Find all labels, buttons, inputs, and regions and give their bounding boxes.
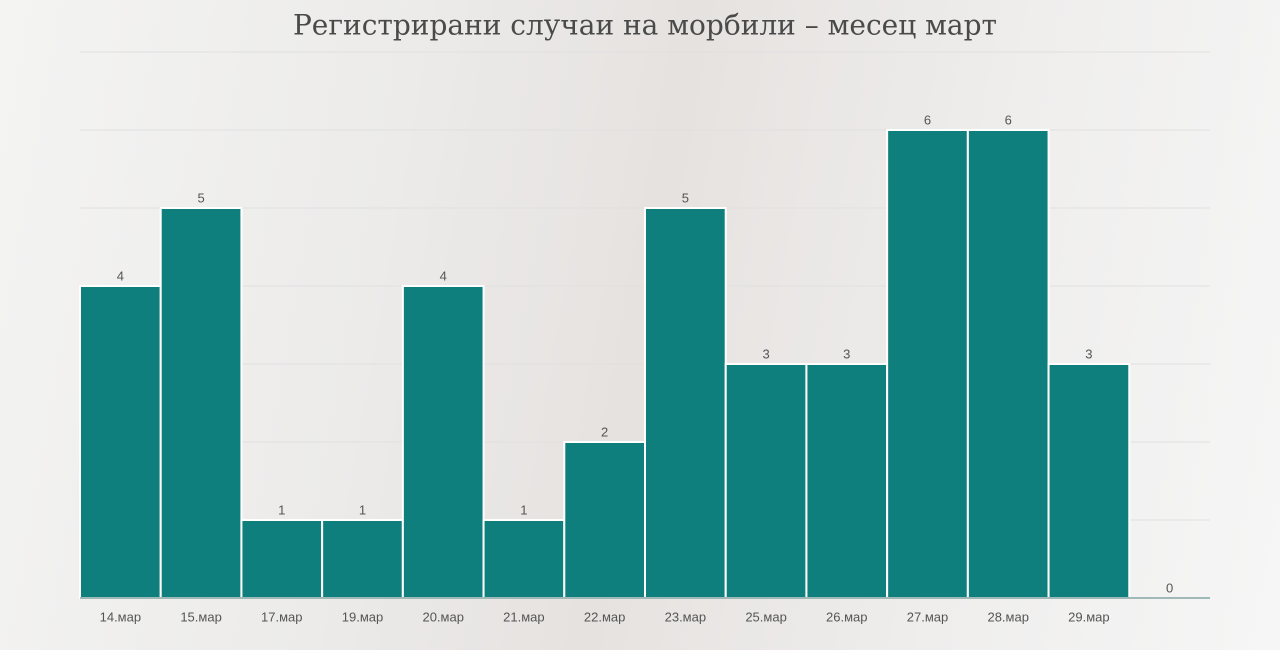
bar xyxy=(966,129,1050,599)
bar xyxy=(401,285,485,599)
x-tick-label: 23.мар xyxy=(665,609,706,624)
bar xyxy=(563,441,646,599)
data-label: 1 xyxy=(520,502,527,517)
chart-title: Регистрирани случаи на морбили – месец м… xyxy=(293,9,997,42)
x-tick-label: 22.мар xyxy=(584,609,625,624)
bar xyxy=(805,363,889,599)
data-label: 1 xyxy=(359,502,366,517)
data-label: 5 xyxy=(682,190,689,205)
bar xyxy=(1047,363,1131,599)
bar xyxy=(644,207,727,599)
x-tick-label: 15.мар xyxy=(180,609,221,624)
x-tick-label: 27.мар xyxy=(907,609,948,624)
bar xyxy=(482,519,566,599)
bar xyxy=(886,129,969,599)
bar xyxy=(321,519,404,599)
x-tick-label: 21.мар xyxy=(503,609,544,624)
bar xyxy=(79,285,162,599)
data-label: 6 xyxy=(1005,112,1012,127)
data-label: 3 xyxy=(1085,346,1092,361)
x-tick-label: 28.мар xyxy=(987,609,1028,624)
x-tick-label: 17.мар xyxy=(261,609,302,624)
data-label: 4 xyxy=(440,268,447,283)
x-tick-label: 14.мар xyxy=(100,609,141,624)
data-label: 0 xyxy=(1166,580,1173,595)
x-tick-label: 19.мар xyxy=(342,609,383,624)
x-tick-label: 29.мар xyxy=(1068,609,1109,624)
x-tick-label: 25.мар xyxy=(745,609,786,624)
bar xyxy=(240,519,324,599)
data-label: 6 xyxy=(924,112,931,127)
data-label: 3 xyxy=(843,346,850,361)
data-label: 4 xyxy=(117,268,124,283)
x-tick-label: 20.мар xyxy=(422,609,463,624)
data-label: 1 xyxy=(278,502,285,517)
x-tick-label: 26.мар xyxy=(826,609,867,624)
data-label: 5 xyxy=(197,190,204,205)
data-label: 3 xyxy=(762,346,769,361)
data-label: 2 xyxy=(601,424,608,439)
bar xyxy=(724,363,808,599)
bar xyxy=(159,207,243,599)
